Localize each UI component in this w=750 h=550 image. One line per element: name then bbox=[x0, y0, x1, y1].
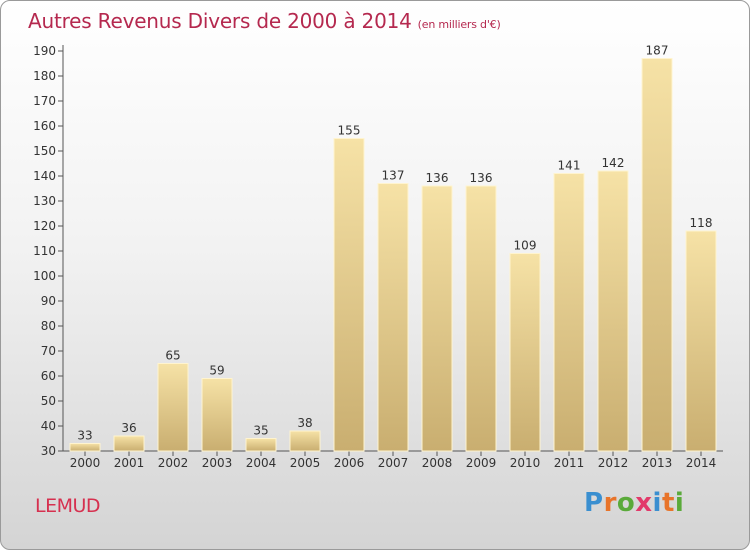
bar bbox=[465, 185, 497, 452]
logo-letter: o bbox=[616, 488, 636, 518]
proxiti-logo[interactable]: Proxiti bbox=[584, 488, 684, 518]
x-tick-label: 2004 bbox=[246, 456, 277, 470]
x-tick-label: 2009 bbox=[466, 456, 497, 470]
y-tick-label: 140 bbox=[33, 169, 56, 183]
y-tick-label: 110 bbox=[33, 244, 56, 258]
chart-title: Autres Revenus Divers de 2000 à 2014 (en … bbox=[28, 9, 501, 33]
y-tick-label: 150 bbox=[33, 144, 56, 158]
bar bbox=[685, 230, 717, 452]
data-label: 59 bbox=[209, 364, 224, 378]
data-label: 136 bbox=[470, 171, 493, 185]
y-tick-label: 90 bbox=[41, 294, 56, 308]
bar bbox=[289, 430, 321, 452]
data-label: 137 bbox=[382, 169, 405, 183]
data-label: 155 bbox=[338, 124, 361, 138]
bar bbox=[245, 438, 277, 452]
logo-letter: r bbox=[603, 488, 617, 518]
data-label: 187 bbox=[646, 44, 669, 58]
bar bbox=[597, 170, 629, 452]
x-tick-label: 2010 bbox=[510, 456, 541, 470]
bar bbox=[157, 363, 189, 452]
y-tick-label: 190 bbox=[33, 44, 56, 58]
bar bbox=[421, 185, 453, 452]
y-tick-label: 160 bbox=[33, 119, 56, 133]
bar bbox=[641, 58, 673, 452]
logo-letter: i bbox=[674, 488, 685, 518]
data-label: 136 bbox=[426, 171, 449, 185]
bar bbox=[553, 173, 585, 452]
data-label: 35 bbox=[253, 424, 268, 438]
y-tick-label: 50 bbox=[41, 394, 56, 408]
bar bbox=[113, 435, 145, 452]
x-tick-label: 2000 bbox=[70, 456, 101, 470]
bar bbox=[377, 183, 409, 452]
x-tick-label: 2014 bbox=[686, 456, 717, 470]
bar bbox=[69, 443, 101, 452]
x-tick-label: 2001 bbox=[114, 456, 145, 470]
y-tick-label: 30 bbox=[41, 444, 56, 458]
x-tick-label: 2007 bbox=[378, 456, 409, 470]
y-tick-label: 180 bbox=[33, 69, 56, 83]
bar bbox=[333, 138, 365, 452]
data-label: 118 bbox=[690, 216, 713, 230]
x-tick-label: 2012 bbox=[598, 456, 629, 470]
x-tick-label: 2008 bbox=[422, 456, 453, 470]
logo-letter: P bbox=[584, 488, 604, 518]
logo-letter: t bbox=[661, 488, 675, 518]
data-label: 141 bbox=[558, 159, 581, 173]
y-tick-label: 130 bbox=[33, 194, 56, 208]
chart-unit: (en milliers d'€) bbox=[417, 18, 501, 31]
x-tick-label: 2002 bbox=[158, 456, 189, 470]
y-tick-label: 40 bbox=[41, 419, 56, 433]
x-tick-label: 2005 bbox=[290, 456, 321, 470]
data-label: 33 bbox=[77, 429, 92, 443]
y-tick-label: 80 bbox=[41, 319, 56, 333]
data-label: 109 bbox=[514, 239, 537, 253]
y-tick-label: 120 bbox=[33, 219, 56, 233]
y-tick-label: 170 bbox=[33, 94, 56, 108]
x-tick-label: 2011 bbox=[554, 456, 585, 470]
y-tick-label: 70 bbox=[41, 344, 56, 358]
x-tick-label: 2013 bbox=[642, 456, 673, 470]
data-label: 38 bbox=[297, 416, 312, 430]
y-tick-label: 60 bbox=[41, 369, 56, 383]
logo-letter: x bbox=[635, 488, 653, 518]
chart-title-text: Autres Revenus Divers de 2000 à 2014 bbox=[28, 9, 412, 33]
city-name: LEMUD bbox=[35, 495, 101, 517]
data-label: 65 bbox=[165, 349, 180, 363]
data-label: 142 bbox=[602, 156, 625, 170]
x-tick-label: 2006 bbox=[334, 456, 365, 470]
data-label: 36 bbox=[121, 421, 136, 435]
y-tick-label: 100 bbox=[33, 269, 56, 283]
bar bbox=[509, 253, 541, 452]
logo-letter: i bbox=[652, 488, 662, 518]
bar bbox=[201, 378, 233, 452]
x-tick-label: 2003 bbox=[202, 456, 233, 470]
